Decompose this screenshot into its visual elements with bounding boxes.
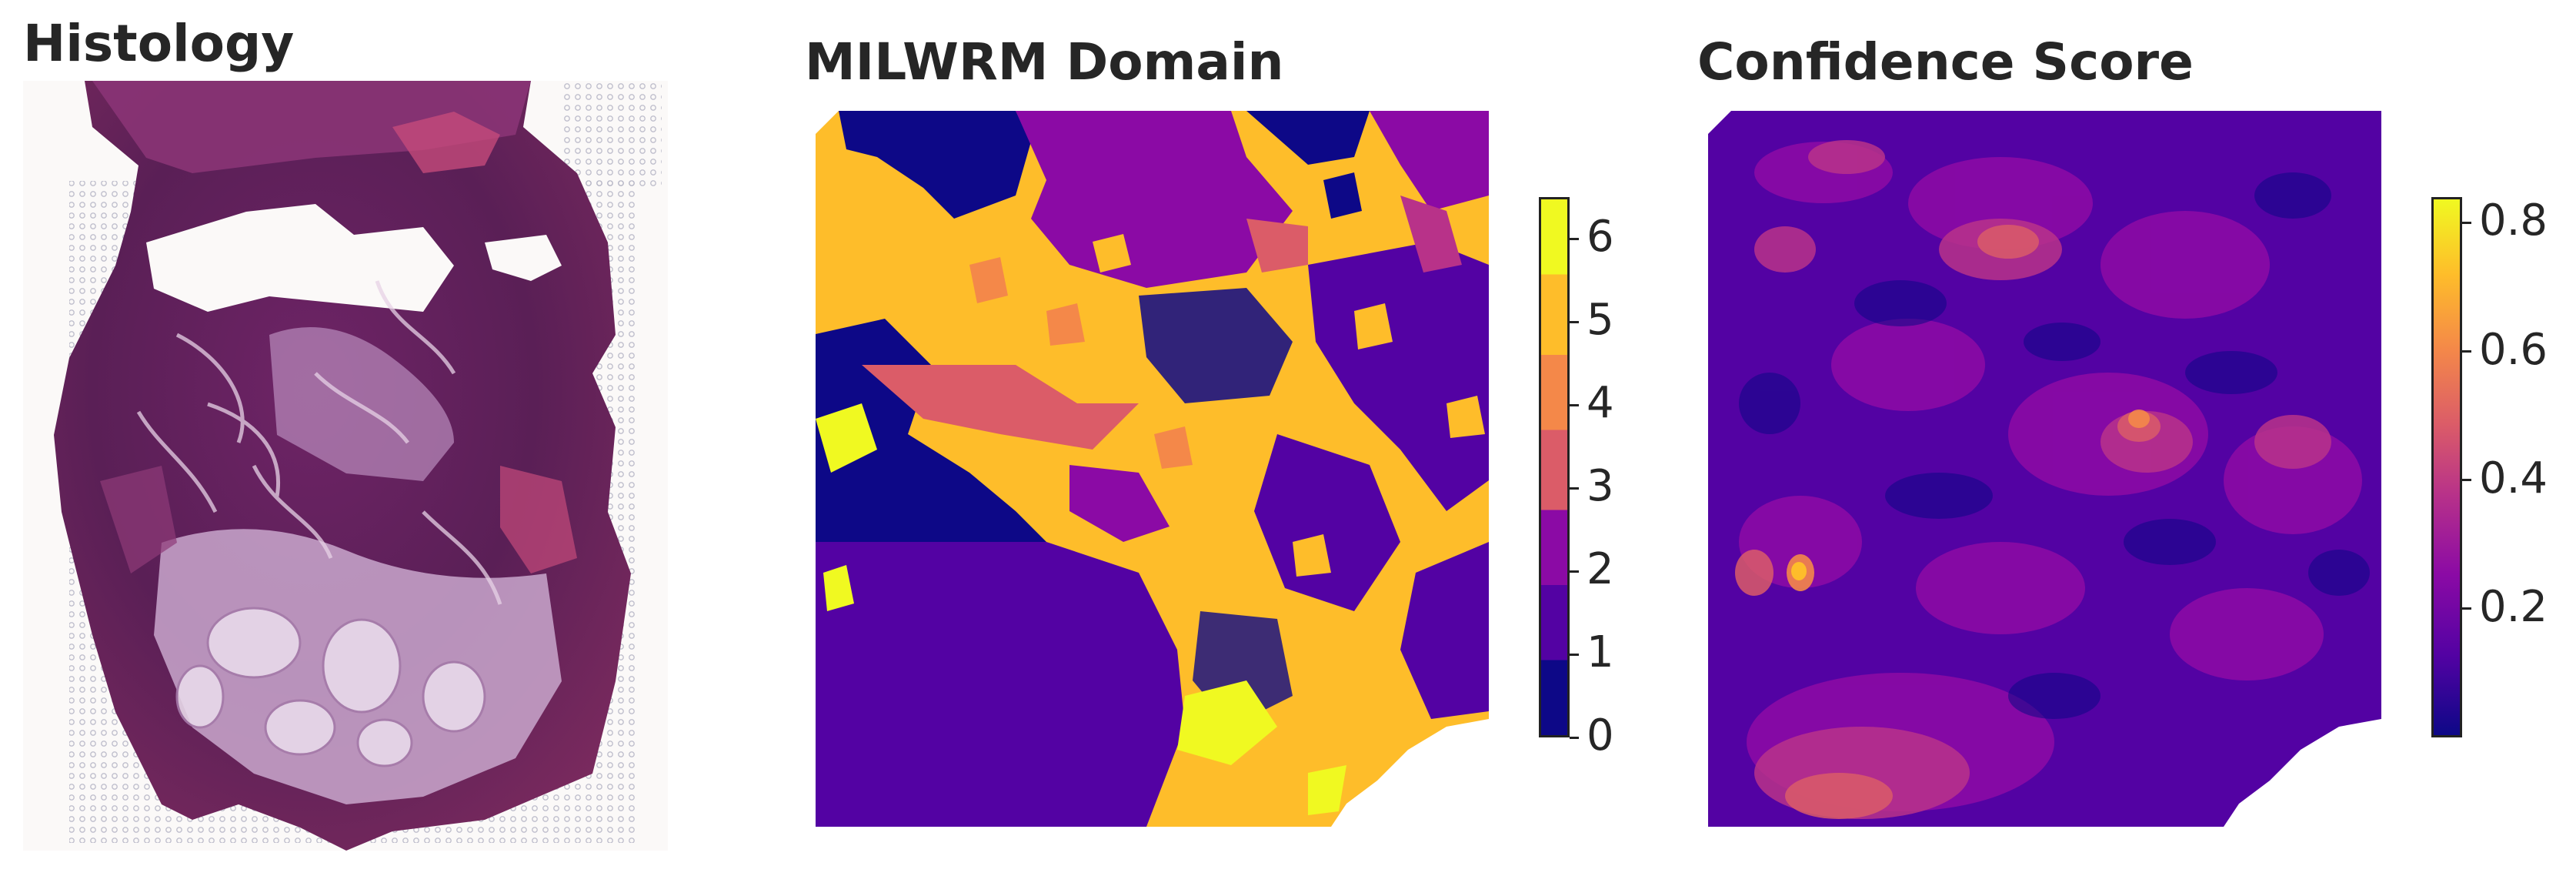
colorbar-tick-mark: [2462, 350, 2471, 353]
colorbar-tick-label: 1: [1587, 627, 1614, 677]
colorbar-tick-mark: [1570, 653, 1579, 656]
histology-image: [23, 81, 668, 851]
colorbar-tick-mark: [1570, 736, 1579, 739]
colorbar-tick-mark: [1570, 237, 1579, 240]
colorbar-tick-label: 5: [1587, 295, 1614, 345]
domain-title: MILWRM Domain: [805, 32, 1284, 92]
colorbar-tick-mark: [1570, 570, 1579, 573]
colorbar-tick-mark: [2462, 607, 2471, 610]
colorbar-tick-label: 2: [1587, 544, 1614, 594]
colorbar-tick-mark: [2462, 221, 2471, 224]
confidence-title: Confidence Score: [1697, 32, 2194, 92]
colorbar-tick-mark: [2462, 479, 2471, 482]
colorbar-tick-label: 4: [1587, 378, 1614, 428]
colorbar-tick-label: 0.4: [2479, 453, 2548, 503]
colorbar-tick-label: 0.6: [2479, 324, 2548, 375]
colorbar-tick-label: 0: [1587, 710, 1614, 761]
domain-colorbar: [1539, 197, 1570, 737]
histology-title: Histology: [23, 14, 295, 73]
confidence-colorbar: [2431, 197, 2462, 737]
colorbar-tick-mark: [1570, 486, 1579, 490]
colorbar-tick-label: 0.2: [2479, 581, 2548, 632]
domain-map: [816, 111, 1493, 827]
colorbar-tick-label: 3: [1587, 461, 1614, 511]
colorbar-tick-mark: [1570, 320, 1579, 323]
colorbar-tick-mark: [1570, 403, 1579, 406]
colorbar-tick-label: 0.8: [2479, 196, 2548, 246]
colorbar-tick-label: 6: [1587, 212, 1614, 262]
confidence-map: [1708, 111, 2385, 827]
